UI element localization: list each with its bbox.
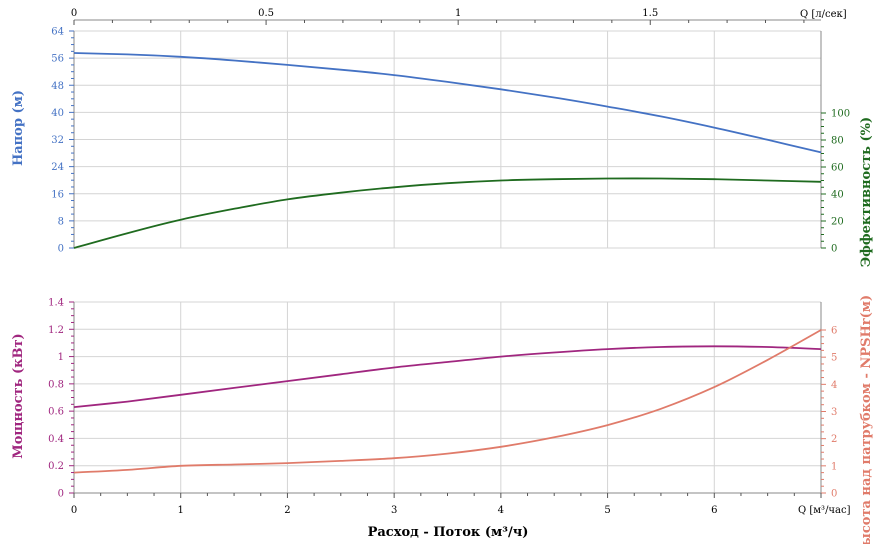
- left-axis-tick-label: 1.2: [48, 325, 64, 336]
- right-axis-tick-label: 60: [831, 163, 844, 174]
- right-axis-tick-label: 100: [831, 109, 850, 120]
- left-axis-tick-label: 0.2: [48, 461, 64, 472]
- series-line-head: [73, 52, 822, 154]
- right-axis-tick-label: 3: [831, 407, 837, 418]
- x-top-axis-tick-label: 0.5: [258, 8, 274, 19]
- x-axis-unit-label: Q [м³/час]: [798, 505, 851, 516]
- x-top-axis-unit-label: Q [л/сек]: [800, 9, 847, 20]
- x-top-axis-tick-label: 1.5: [642, 8, 658, 19]
- series-lines: [73, 52, 822, 474]
- x-axis-title: Расход - Поток (м³/ч): [368, 525, 529, 540]
- left-axis-tick-label: 56: [51, 54, 64, 65]
- right-axis-tick-label: 40: [831, 190, 844, 201]
- series-line-power: [73, 345, 822, 408]
- left-axis-tick-label: 40: [51, 108, 64, 119]
- x-axis-tick-label: 3: [391, 505, 397, 516]
- x-axis-tick-label: 1: [178, 505, 184, 516]
- left-axis-tick-label: 0: [58, 489, 64, 500]
- right-axis-tick-label: 0: [831, 489, 837, 500]
- left-axis-tick-label: 8: [58, 216, 64, 227]
- head-axis-title: Напор (м): [11, 90, 26, 166]
- x-top-axis-tick-label: 0: [71, 8, 77, 19]
- left-axis-tick-label: 16: [51, 189, 64, 200]
- left-axis-tick-label: 0: [58, 244, 64, 255]
- left-axis-tick-label: 1: [58, 352, 64, 363]
- left-axis-tick-label: 24: [51, 162, 64, 173]
- right-axis-tick-label: 2: [831, 434, 837, 445]
- left-axis-tick-label: 0.8: [48, 379, 64, 390]
- grid: [73, 30, 822, 494]
- series-line-efficiency: [73, 177, 822, 249]
- efficiency-axis-title: Эффективность (%): [859, 117, 874, 267]
- x-axis-tick-label: 5: [604, 505, 610, 516]
- right-axis-tick-label: 1: [831, 461, 837, 472]
- right-axis-tick-label: 20: [831, 217, 844, 228]
- right-axis-tick-label: 80: [831, 136, 844, 147]
- left-axis-tick-label: 0.6: [48, 407, 64, 418]
- left-axis-tick-label: 0.4: [48, 434, 64, 445]
- left-axis-tick-label: 64: [51, 27, 64, 38]
- series-line-npshr: [73, 329, 822, 474]
- npshr-axis-title: Высота над патрубком - NPSHr(м): [859, 295, 874, 544]
- right-axis-tick-label: 0: [831, 244, 837, 255]
- x-axis-tick-label: 4: [498, 505, 504, 516]
- right-axis-tick-label: 6: [831, 326, 837, 337]
- left-axis-tick-label: 32: [51, 135, 64, 146]
- right-axis-tick-label: 5: [831, 353, 837, 364]
- left-axis-tick-label: 1.4: [48, 298, 64, 309]
- x-top-axis-tick-label: 1: [455, 8, 461, 19]
- x-axis-tick-label: 2: [284, 505, 290, 516]
- right-axis-tick-label: 4: [831, 380, 837, 391]
- x-axis-tick-label: 6: [711, 505, 717, 516]
- x-axis-tick-label: 0: [71, 505, 77, 516]
- axis-labels: Расход - Поток (м³/ч) Q [м³/час] Q [л/се…: [11, 9, 874, 544]
- power-axis-title: Мощность (кВт): [11, 333, 26, 458]
- axes: 081624324048566402040608010000.20.40.60.…: [48, 8, 850, 516]
- left-axis-tick-label: 48: [51, 81, 64, 92]
